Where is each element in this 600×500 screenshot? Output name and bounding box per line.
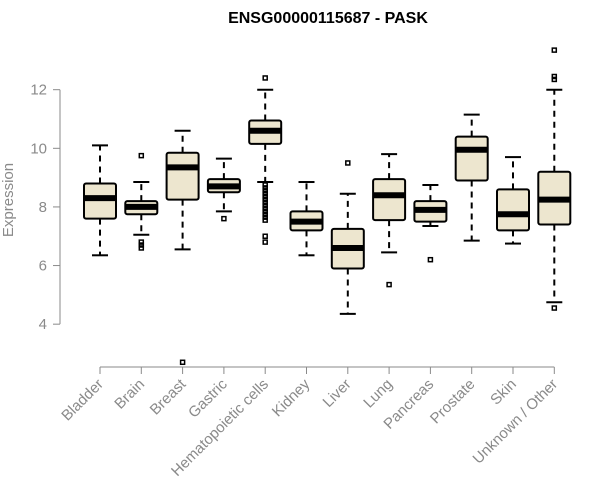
outlier-point (262, 196, 268, 203)
outlier-point (551, 47, 558, 53)
box-group (206, 157, 241, 222)
outlier-point (427, 256, 434, 263)
box-group (330, 160, 365, 315)
outlier-point (345, 160, 351, 166)
x-tick-label: Skin (487, 376, 520, 409)
outlier-point (262, 182, 268, 188)
outlier-point (262, 202, 268, 209)
box-group (372, 153, 407, 288)
outlier-point (262, 239, 268, 245)
outlier-point (262, 199, 268, 206)
x-tick-label: Liver (320, 376, 355, 411)
outlier-point (386, 281, 392, 288)
y-tick-label: 10 (30, 140, 47, 157)
x-tick-label: Kidney (269, 375, 314, 420)
outlier-point (262, 185, 268, 191)
y-tick-label: 12 (30, 82, 47, 99)
x-tick-label: Brain (111, 376, 148, 413)
outlier-point (221, 215, 227, 222)
box-group (413, 183, 448, 263)
outlier-point (262, 193, 268, 200)
outlier-point (551, 305, 558, 311)
box (496, 188, 530, 232)
outlier-point (262, 233, 268, 239)
box (165, 151, 200, 201)
outlier-point (262, 208, 268, 215)
x-tick-label: Lung (360, 376, 396, 412)
x-tick-label: Bladder (58, 376, 107, 425)
box (372, 178, 407, 222)
y-tick-label: 8 (39, 199, 47, 216)
x-tick-label: Prostate (427, 376, 479, 428)
outlier-point (262, 190, 268, 197)
outlier-point (262, 211, 268, 218)
y-axis-label: Expression (0, 163, 17, 237)
boxes (83, 47, 572, 366)
box-group (537, 47, 572, 311)
outlier-point (262, 75, 268, 81)
outlier-point (551, 73, 558, 80)
outlier-point (262, 217, 268, 223)
y-tick-label: 6 (39, 258, 47, 275)
box-group (124, 152, 159, 251)
outlier-point (262, 205, 268, 212)
outlier-point (262, 188, 268, 194)
outlier-point (179, 359, 186, 366)
box-group (289, 181, 324, 257)
y-tick-label: 4 (39, 316, 47, 333)
outlier-point (262, 214, 268, 220)
box-group (83, 144, 117, 257)
box-group (454, 113, 489, 242)
outlier-point (138, 242, 145, 248)
box-group (248, 75, 283, 245)
outlier-point (551, 76, 558, 83)
box (454, 135, 489, 182)
box-group (496, 156, 530, 245)
outlier-point (138, 152, 145, 159)
outlier-point (138, 239, 145, 245)
outlier-point (138, 245, 145, 251)
x-tick-label: Breast (147, 375, 190, 418)
chart-title: ENSG00000115687 - PASK (228, 10, 428, 27)
box-group (165, 129, 200, 366)
